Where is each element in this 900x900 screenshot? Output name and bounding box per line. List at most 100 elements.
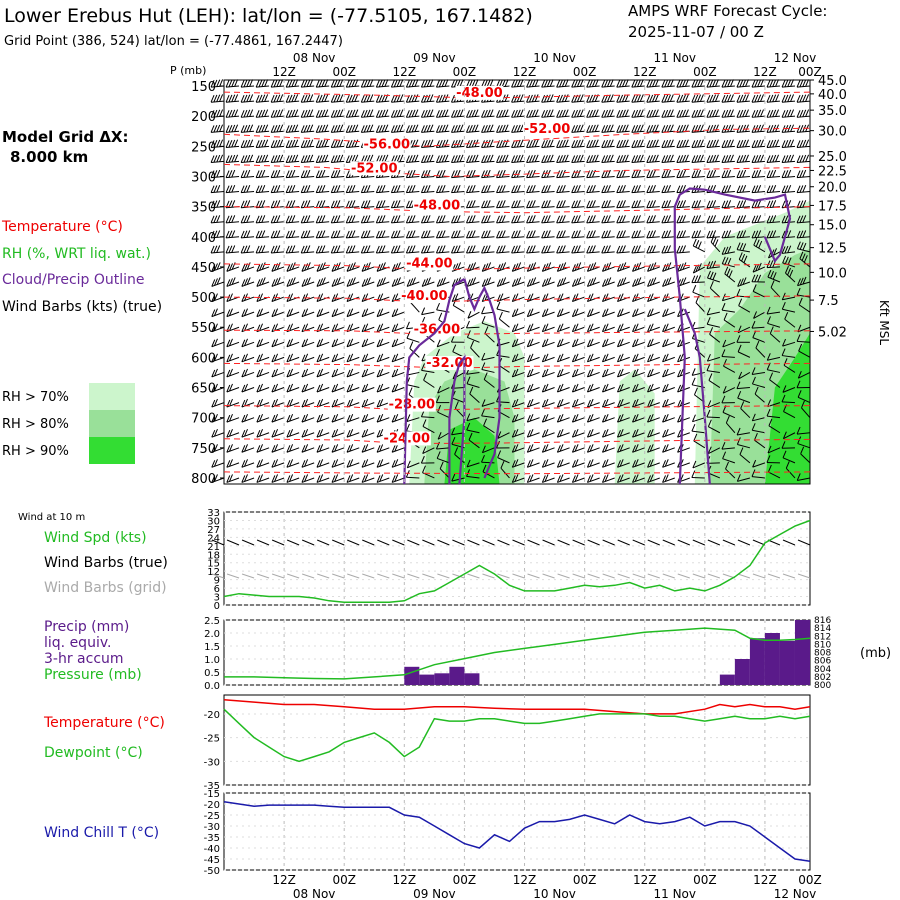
wind-barb-flag xyxy=(361,369,366,378)
wind-barb-flag xyxy=(766,408,771,417)
wind-barb-flag xyxy=(796,79,801,88)
wind-barb-flag xyxy=(390,125,395,133)
wind-barb xyxy=(797,248,811,253)
wind-barb-flag xyxy=(249,154,254,162)
wind-barb-flag xyxy=(631,125,636,133)
wind-barb-flag xyxy=(465,320,470,329)
wind-barb xyxy=(423,379,435,388)
wind-barb-flag xyxy=(364,429,369,437)
pressure-right-tick: 814 xyxy=(814,624,831,634)
wind-barb-flag xyxy=(219,109,224,117)
grid-wind-barb xyxy=(752,573,766,579)
wind-barb-flag xyxy=(667,94,671,102)
wind-barb-flag xyxy=(259,308,264,316)
wind-barb-flag xyxy=(474,124,479,132)
wind-barb xyxy=(301,85,315,88)
wind-barb-flag xyxy=(214,338,218,346)
wind-barb xyxy=(736,221,750,224)
wind-barb-flag xyxy=(285,79,290,88)
wind-barb-flag xyxy=(709,155,714,163)
wind-barb-flag xyxy=(334,263,339,271)
wind-barb-flag xyxy=(652,200,656,208)
wind-barb-flag xyxy=(647,414,651,423)
wind-barb xyxy=(466,115,480,118)
wind-barb-flag xyxy=(216,94,221,102)
wind-barb xyxy=(482,447,495,454)
wind-barb-flag xyxy=(336,109,341,118)
wind-barb-flag xyxy=(528,170,533,178)
wind-barb xyxy=(662,341,675,348)
wind-barb-flag xyxy=(351,245,356,253)
wind-barb-flag xyxy=(241,309,246,317)
wind-barb-flag xyxy=(435,185,440,193)
wind-barb xyxy=(751,145,765,148)
wind-barb-flag xyxy=(692,238,697,247)
wind-barb xyxy=(406,160,420,164)
wind-barb-flag xyxy=(348,245,353,253)
wind-barb-flag xyxy=(709,79,714,88)
wind-barb-flag xyxy=(228,124,233,133)
wind-barb xyxy=(211,462,225,468)
wind-barb-flag xyxy=(304,278,309,286)
wind-barb-flag xyxy=(621,154,626,163)
wind-barb xyxy=(587,281,600,287)
wind-barb-flag xyxy=(391,309,396,317)
wind-barb xyxy=(496,100,510,103)
kft-tick-label: 10.0 xyxy=(818,266,847,281)
wind-barb-flag xyxy=(411,109,416,118)
wind-barb-flag xyxy=(516,139,521,148)
wind-barb-flag xyxy=(411,245,416,253)
wind-barb-flag xyxy=(231,245,236,253)
wind-barb-flag xyxy=(289,338,294,346)
wind-barb-flag xyxy=(513,185,518,193)
wind-barb xyxy=(481,130,495,133)
wind-barb-flag xyxy=(652,109,656,118)
wind-barb xyxy=(797,85,811,88)
wind-barb-flag xyxy=(420,95,425,103)
wind-barb-flag xyxy=(646,185,651,193)
wind-barb-flag xyxy=(468,124,473,133)
wind-barb xyxy=(271,311,285,318)
wind-barb-flag xyxy=(544,323,549,331)
wind-barb xyxy=(736,236,750,239)
wind-barb-flag xyxy=(546,215,551,223)
wind-barb-flag xyxy=(757,154,762,163)
wind-barb-flag xyxy=(697,230,702,238)
wind-barb xyxy=(406,175,420,179)
wind-barb-flag xyxy=(288,94,293,103)
wind-tick-label: 9 xyxy=(214,576,220,587)
wind-barb-flag xyxy=(661,110,666,118)
wind-barb-flag xyxy=(420,79,425,88)
wind-barb-flag xyxy=(301,429,306,438)
wind-barb-flag xyxy=(451,110,455,118)
wind-barb-flag xyxy=(270,245,275,254)
wind-barb-flag xyxy=(270,140,275,148)
contour-label: -48.00 xyxy=(414,199,461,214)
wind-barb-flag xyxy=(306,169,311,178)
wind-barb-flag xyxy=(379,338,384,346)
wind-barb-flag xyxy=(727,109,732,118)
wind-barb-flag xyxy=(349,459,354,467)
wind-barb-flag xyxy=(453,140,458,148)
wind-barb xyxy=(721,115,735,118)
wind-barb-flag xyxy=(315,125,320,133)
wind-barb-flag xyxy=(709,230,714,238)
kft-tick-label: 12.5 xyxy=(818,242,847,257)
wind-barb xyxy=(767,276,781,283)
wind-barb-flag xyxy=(241,445,246,453)
wind-barb-flag xyxy=(438,94,443,103)
wind-tick-label: 15 xyxy=(207,559,220,570)
wind-barb-flag xyxy=(498,230,503,238)
wind-barb-flag xyxy=(589,413,594,422)
wind-barb xyxy=(301,477,315,483)
top-time-tick: 00Z xyxy=(798,65,822,79)
wind-barb xyxy=(286,115,300,118)
wind-barb-flag xyxy=(676,155,681,163)
wind-barb-flag xyxy=(664,459,669,467)
wind-barb-flag xyxy=(225,125,230,133)
wind-barb-flag xyxy=(498,311,503,320)
wind-barb xyxy=(526,206,540,209)
wind-barb-flag xyxy=(796,380,801,388)
wind-barb-flag xyxy=(736,110,741,118)
wind-barb-flag xyxy=(692,285,697,293)
